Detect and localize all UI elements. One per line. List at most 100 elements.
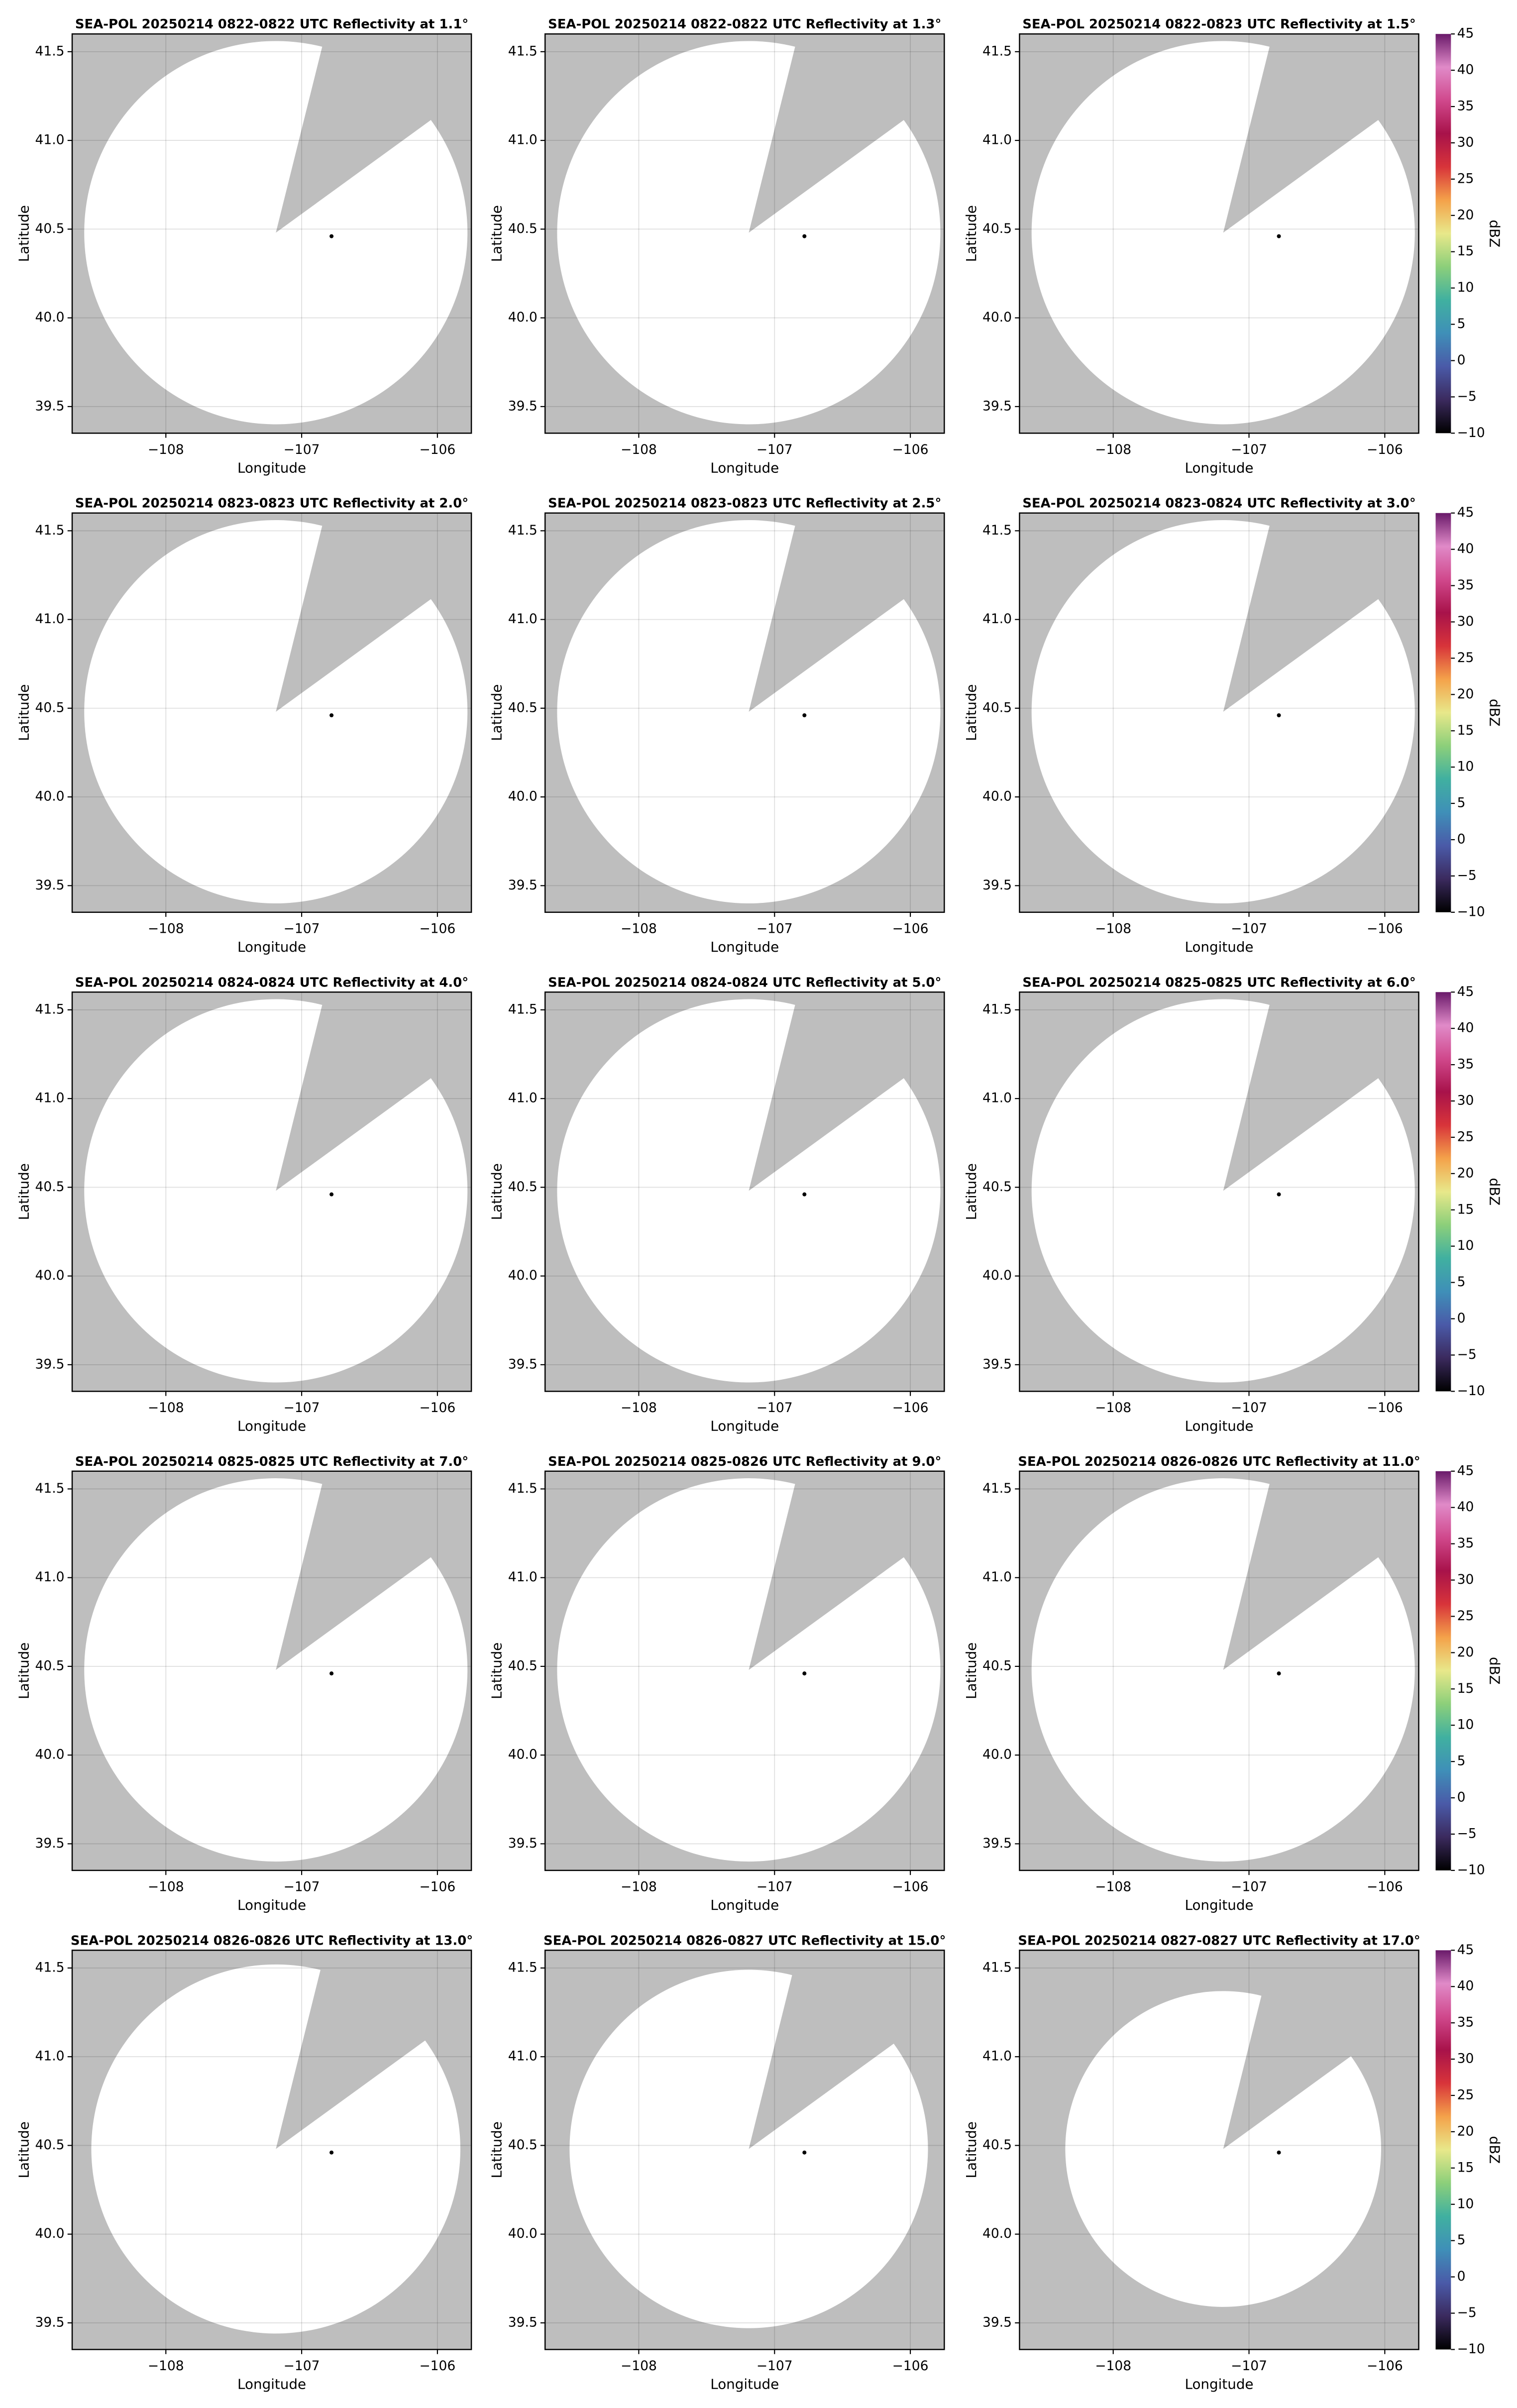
chart-title: SEA-POL 20250214 0824-0824 UTC Reflectiv…: [75, 975, 468, 990]
colorbar-tick-label: 5: [1457, 316, 1466, 331]
colorbar-tick-label: 0: [1457, 832, 1466, 847]
x-tick-label: −106: [419, 1400, 455, 1416]
y-tick-label: 40.5: [982, 1179, 1012, 1195]
x-tick-label: −107: [757, 442, 793, 457]
x-tick-label: −108: [148, 1879, 184, 1894]
coverage-area: [84, 520, 468, 904]
y-tick-label: 41.5: [508, 1481, 538, 1496]
marker: [802, 2150, 807, 2155]
x-tick-label: −107: [1231, 1879, 1267, 1894]
panel: −108 −107 −106 39.5 40.0 40.5 41.0 41.5 SEA-POL …: [489, 1454, 945, 1913]
colorbar-tick-label: 45: [1457, 1942, 1474, 1958]
colorbar-tick-label: 35: [1457, 2015, 1474, 2030]
x-tick-label: −106: [892, 921, 929, 936]
y-tick-label: 39.5: [508, 2314, 538, 2330]
x-tick-label: −108: [148, 442, 184, 457]
coverage-area: [84, 1478, 468, 1862]
y-tick-label: 41.5: [35, 523, 65, 538]
marker: [1277, 2150, 1281, 2155]
colorbar: [1435, 34, 1451, 434]
marker: [802, 1192, 807, 1197]
axes-frame: [544, 991, 945, 1392]
x-tick-label: −108: [621, 442, 657, 457]
x-tick-label: −108: [1095, 1879, 1131, 1894]
x-axis-label: Longitude: [1185, 939, 1253, 955]
colorbar-tick-label: −10: [1457, 2341, 1485, 2357]
y-axis-label: Latitude: [15, 1642, 32, 1699]
y-axis-label: Latitude: [963, 1163, 979, 1220]
x-tick-label: −106: [419, 2358, 455, 2374]
y-tick-label: 40.0: [982, 1268, 1012, 1283]
colorbar-tick-label: 10: [1457, 759, 1474, 774]
x-axis-label: Longitude: [1185, 1897, 1253, 1913]
panel: −108 −107 −106 39.5 40.0 40.5 41.0 41.5 SEA-POL …: [489, 975, 945, 1434]
colorbar-tick-label: 0: [1457, 352, 1466, 368]
colorbar-tick-label: 30: [1457, 2051, 1474, 2067]
colorbar: [1435, 513, 1451, 912]
colorbar-tick-label: 40: [1457, 1978, 1474, 1994]
coverage-area: [91, 1964, 460, 2334]
y-tick-label: 40.0: [508, 310, 538, 325]
y-tick-label: 41.5: [35, 1001, 65, 1017]
y-tick-label: 39.5: [35, 1356, 65, 1372]
colorbar-tick-label: 5: [1457, 795, 1466, 811]
colorbar-tick-label: −5: [1457, 1347, 1477, 1362]
colorbar-tick-label: 15: [1457, 723, 1474, 738]
y-tick-label: 40.5: [982, 1658, 1012, 1673]
axes-frame: [71, 512, 472, 913]
y-tick-label: 41.0: [982, 132, 1012, 148]
x-tick-label: −107: [1231, 442, 1267, 457]
axes-frame: [71, 1950, 472, 2350]
y-tick-label: 41.0: [982, 1569, 1012, 1585]
chart-title: SEA-POL 20250214 0825-0825 UTC Reflectiv…: [75, 1454, 468, 1469]
y-tick-label: 39.5: [35, 1836, 65, 1851]
y-tick-label: 40.5: [982, 221, 1012, 236]
y-tick-label: 40.5: [35, 700, 65, 715]
colorbar-tick-label: 45: [1457, 984, 1474, 999]
y-tick-label: 41.5: [982, 1481, 1012, 1496]
y-tick-label: 39.5: [508, 877, 538, 893]
y-tick-label: 41.0: [982, 611, 1012, 627]
colorbar-tick-label: −10: [1457, 425, 1485, 440]
y-tick-label: 41.0: [35, 2049, 65, 2064]
chart-title: SEA-POL 20250214 0827-0827 UTC Reflectiv…: [1018, 1933, 1420, 1948]
x-tick-label: −107: [757, 1879, 793, 1894]
x-axis-label: Longitude: [1185, 459, 1253, 476]
panel: −108 −107 −106 39.5 40.0 40.5 41.0 41.5 SEA-POL …: [15, 1933, 473, 2392]
y-tick-label: 40.5: [982, 700, 1012, 715]
colorbar-tick-label: 45: [1457, 1463, 1474, 1478]
y-axis-label: Latitude: [963, 684, 979, 741]
axes-frame: [1019, 33, 1419, 434]
colorbar-tick-label: 30: [1457, 1572, 1474, 1587]
marker: [329, 1192, 334, 1197]
y-tick-label: 40.0: [508, 1268, 538, 1283]
x-tick-label: −108: [148, 921, 184, 936]
colorbar-tick-label: 20: [1457, 1644, 1474, 1660]
y-tick-label: 40.0: [508, 789, 538, 804]
x-tick-label: −107: [1231, 2358, 1267, 2374]
x-axis-label: Longitude: [710, 1418, 779, 1434]
y-tick-label: 41.5: [508, 1001, 538, 1017]
marker: [1277, 713, 1281, 718]
x-tick-label: −106: [1367, 2358, 1403, 2374]
x-tick-label: −107: [284, 1400, 320, 1416]
axes-frame: [544, 512, 945, 913]
x-tick-label: −108: [621, 921, 657, 936]
colorbar-tick-label: 25: [1457, 171, 1474, 186]
panel: −108 −107 −106 39.5 40.0 40.5 41.0 41.5 SEA-POL …: [963, 17, 1503, 476]
x-tick-label: −108: [621, 1400, 657, 1416]
y-tick-label: 40.5: [35, 1658, 65, 1673]
colorbar-label: dBZ: [1487, 219, 1503, 247]
colorbar-tick-label: 20: [1457, 1165, 1474, 1181]
x-tick-label: −108: [1095, 442, 1131, 457]
y-tick-label: 41.0: [508, 611, 538, 627]
y-tick-label: 39.5: [982, 2314, 1012, 2330]
marker: [802, 234, 807, 238]
colorbar-tick-label: −5: [1457, 2305, 1477, 2320]
x-tick-label: −108: [1095, 2358, 1131, 2374]
y-axis-label: Latitude: [15, 684, 32, 741]
x-axis-label: Longitude: [237, 1897, 306, 1913]
y-axis-label: Latitude: [15, 1163, 32, 1220]
chart-title: SEA-POL 20250214 0822-0822 UTC Reflectiv…: [548, 17, 941, 32]
marker: [329, 2150, 334, 2155]
